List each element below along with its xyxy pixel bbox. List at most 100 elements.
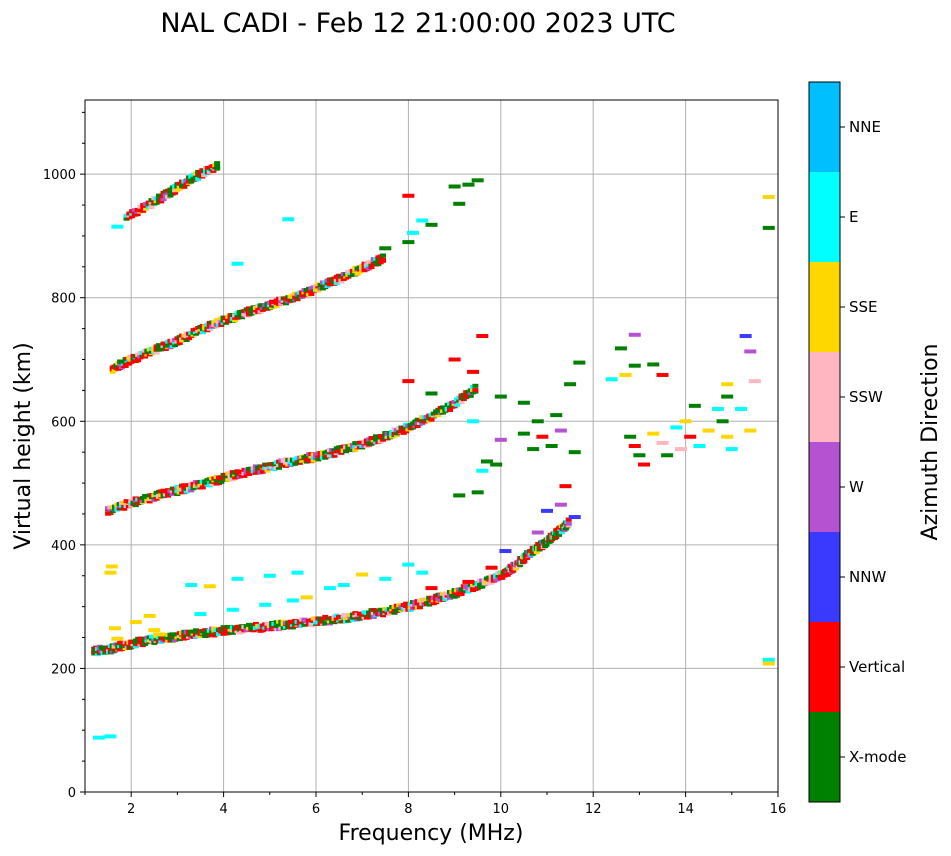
- data-point: [104, 570, 117, 575]
- y-tick-label: 200: [51, 662, 76, 677]
- data-point: [499, 549, 512, 554]
- data-point: [352, 447, 359, 452]
- data-point: [670, 425, 683, 430]
- data-point: [176, 341, 183, 346]
- data-point: [448, 184, 461, 189]
- data-point: [517, 400, 530, 405]
- data-point: [485, 565, 498, 570]
- data-point: [226, 607, 239, 612]
- data-point: [661, 453, 674, 458]
- colorbar-label: SSW: [849, 388, 883, 406]
- colorbar-segment: [809, 82, 840, 172]
- data-point: [135, 358, 142, 363]
- data-point: [109, 626, 122, 631]
- plot-frame: [84, 99, 779, 793]
- data-point: [688, 403, 701, 408]
- data-point: [425, 222, 438, 227]
- data-point: [306, 457, 313, 462]
- data-point: [152, 632, 165, 637]
- x-axis-label: Frequency (MHz): [339, 821, 524, 846]
- data-point: [273, 304, 280, 309]
- data-point: [188, 488, 195, 493]
- data-point: [453, 493, 466, 498]
- data-point: [132, 644, 139, 649]
- data-point: [471, 178, 484, 183]
- data-point: [471, 490, 484, 495]
- data-point: [160, 197, 167, 202]
- data-point: [684, 434, 697, 439]
- data-point: [300, 595, 313, 600]
- x-tick-label: 14: [677, 802, 694, 817]
- data-point: [403, 429, 410, 434]
- data-point: [494, 394, 507, 399]
- data-point: [319, 617, 326, 622]
- data-point: [624, 434, 637, 439]
- data-point: [521, 559, 528, 564]
- data-point: [264, 468, 271, 473]
- y-tick-label: 1000: [43, 168, 76, 183]
- data-point: [158, 199, 165, 204]
- colorbar-segment: [809, 712, 840, 802]
- data-point: [647, 431, 660, 436]
- data-point: [291, 570, 304, 575]
- x-tick-label: 12: [585, 802, 602, 817]
- data-point: [725, 447, 738, 452]
- data-point: [679, 419, 692, 424]
- data-point: [310, 458, 317, 463]
- data-point: [416, 218, 429, 223]
- colorbar-segment: [809, 622, 840, 712]
- data-point: [331, 453, 338, 458]
- data-point: [472, 388, 479, 393]
- data-point: [476, 468, 489, 473]
- data-point: [140, 208, 147, 213]
- data-point: [218, 322, 225, 327]
- data-point: [389, 429, 396, 434]
- data-point: [172, 190, 179, 195]
- data-point: [379, 253, 386, 258]
- data-point: [446, 408, 453, 413]
- data-point: [354, 271, 361, 276]
- data-point: [647, 362, 660, 367]
- data-point: [280, 298, 287, 303]
- data-point: [628, 363, 641, 368]
- data-point: [211, 633, 218, 638]
- data-point: [286, 598, 299, 603]
- data-point: [416, 605, 423, 610]
- data-point: [214, 161, 221, 166]
- grid-layer: [85, 100, 779, 793]
- data-point: [337, 583, 350, 588]
- data-point: [148, 205, 155, 210]
- data-point: [111, 636, 124, 641]
- data-point: [716, 419, 729, 424]
- data-point: [568, 515, 581, 520]
- data-point: [656, 440, 669, 445]
- data-point: [315, 457, 322, 462]
- x-tick-label: 10: [493, 802, 510, 817]
- data-point: [416, 570, 429, 575]
- data-point: [449, 592, 456, 597]
- data-point: [323, 586, 336, 591]
- data-point: [402, 240, 415, 245]
- data-point: [458, 400, 465, 405]
- data-point: [107, 511, 114, 516]
- data-point: [176, 181, 183, 186]
- data-point: [414, 424, 421, 429]
- data-point: [490, 462, 503, 467]
- data-point: [176, 637, 183, 642]
- data-point: [148, 628, 161, 633]
- data-point: [531, 419, 544, 424]
- colorbar: X-mode Vertical NNW W SSW SSE E NNE: [808, 81, 906, 803]
- data-point: [614, 346, 627, 351]
- x-tick-label: 16: [770, 802, 787, 817]
- data-point: [425, 586, 438, 591]
- colorbar-label: SSE: [849, 298, 878, 316]
- data-point: [693, 444, 706, 448]
- data-point: [573, 360, 586, 365]
- data-point: [472, 383, 479, 388]
- data-point: [142, 354, 149, 359]
- colorbar-frame: [808, 81, 841, 803]
- data-point: [402, 193, 415, 198]
- data-point: [564, 382, 577, 387]
- data-point: [428, 417, 435, 422]
